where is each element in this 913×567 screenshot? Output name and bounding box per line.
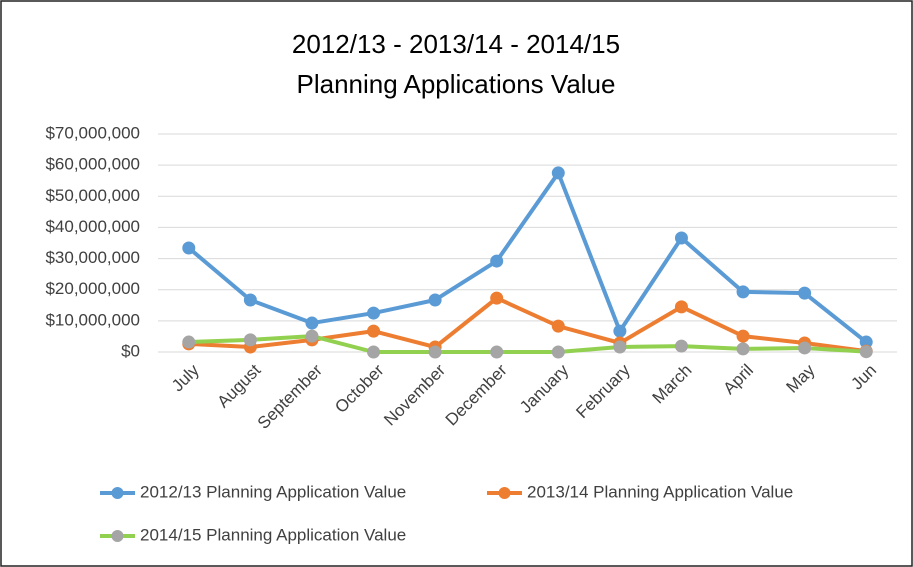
series-line bbox=[186, 334, 869, 354]
data-point bbox=[859, 345, 873, 359]
data-point bbox=[428, 345, 442, 359]
data-point bbox=[182, 241, 196, 255]
y-tick-label: $10,000,000 bbox=[45, 310, 140, 329]
chart-title: 2012/13 - 2013/14 - 2014/15 bbox=[292, 29, 620, 59]
data-point bbox=[428, 293, 442, 307]
data-point bbox=[613, 340, 627, 354]
y-tick-label: $20,000,000 bbox=[45, 279, 140, 298]
legend-marker bbox=[111, 530, 124, 542]
legend-label: 2014/15 Planning Application Value bbox=[140, 525, 406, 544]
data-point bbox=[551, 319, 565, 333]
data-point bbox=[490, 254, 504, 268]
data-point bbox=[551, 345, 565, 359]
data-point bbox=[367, 345, 381, 359]
data-point bbox=[182, 335, 196, 349]
y-tick-label: $60,000,000 bbox=[45, 155, 140, 174]
data-point bbox=[305, 316, 319, 330]
y-tick-label: $0 bbox=[121, 341, 140, 360]
legend-label: 2013/14 Planning Application Value bbox=[527, 482, 793, 501]
data-point bbox=[674, 231, 688, 245]
data-point bbox=[243, 293, 257, 307]
data-point bbox=[798, 341, 812, 355]
y-tick-label: $40,000,000 bbox=[45, 217, 140, 236]
data-point bbox=[674, 339, 688, 353]
legend-marker bbox=[111, 487, 124, 499]
data-point bbox=[305, 329, 319, 343]
y-tick-label: $70,000,000 bbox=[45, 123, 140, 142]
series-line bbox=[186, 170, 869, 345]
data-point bbox=[367, 324, 381, 338]
legend-marker bbox=[498, 487, 511, 499]
data-point bbox=[490, 291, 504, 305]
data-point bbox=[367, 306, 381, 320]
data-point bbox=[551, 166, 565, 180]
legend-label: 2012/13 Planning Application Value bbox=[140, 482, 406, 501]
data-point bbox=[613, 324, 627, 338]
y-tick-label: $30,000,000 bbox=[45, 248, 140, 267]
data-point bbox=[736, 329, 750, 343]
data-point bbox=[674, 300, 688, 314]
series-line bbox=[186, 296, 869, 354]
data-point bbox=[736, 285, 750, 299]
data-point bbox=[490, 345, 504, 359]
y-tick-label: $50,000,000 bbox=[45, 186, 140, 205]
data-point bbox=[243, 333, 257, 347]
data-point bbox=[736, 342, 750, 356]
chart-subtitle: Planning Applications Value bbox=[297, 69, 616, 99]
data-point bbox=[798, 286, 812, 300]
